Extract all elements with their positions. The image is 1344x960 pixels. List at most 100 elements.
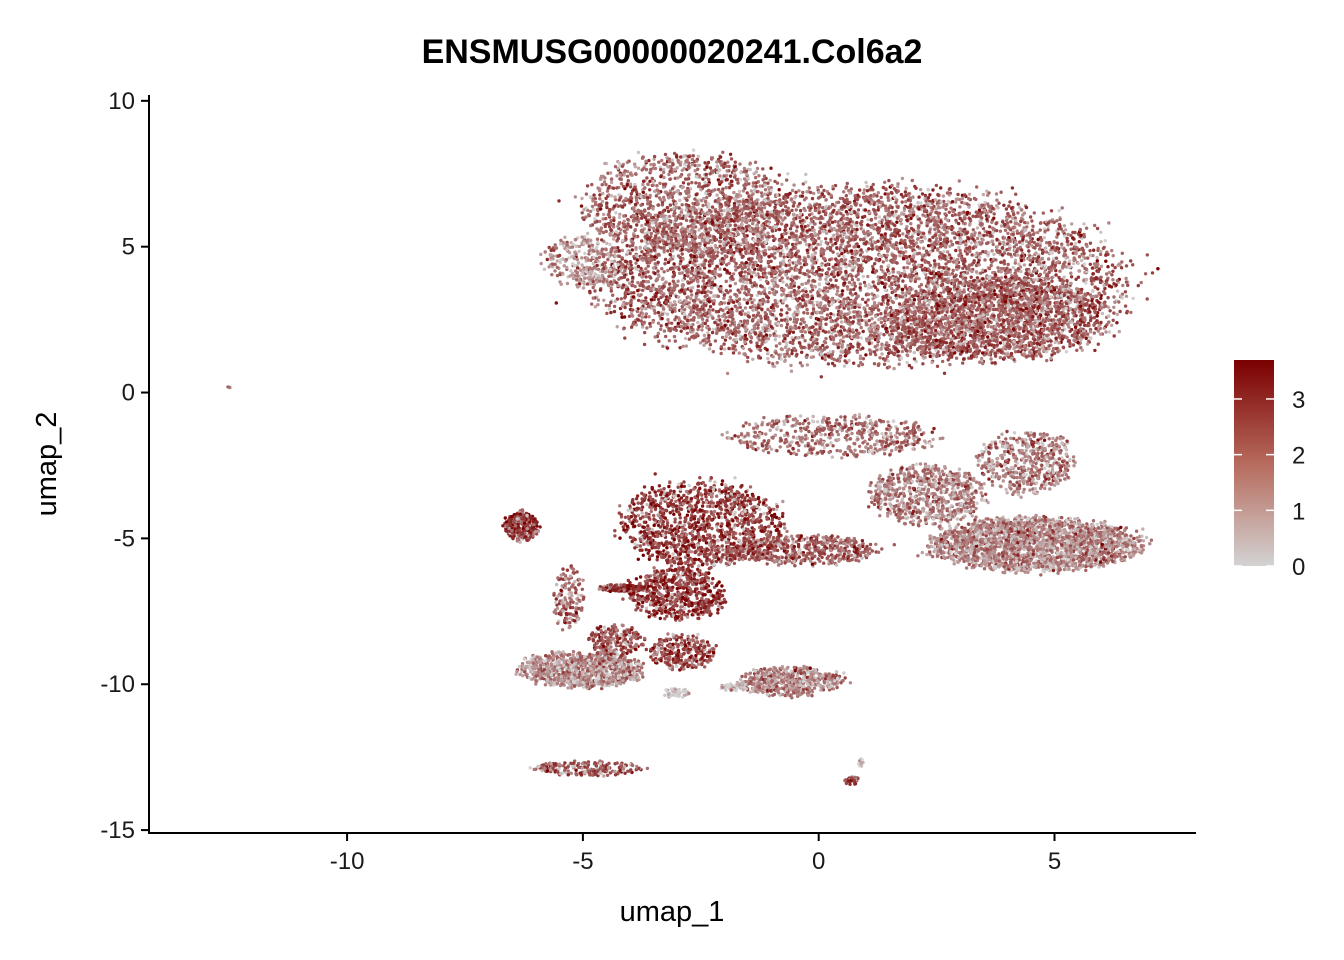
data-point (694, 276, 697, 279)
data-point (903, 206, 906, 209)
data-point (641, 272, 644, 275)
data-point (767, 337, 770, 340)
data-point (873, 362, 876, 365)
data-point (892, 301, 895, 304)
data-point (1063, 234, 1066, 237)
data-point (724, 316, 727, 319)
data-point (911, 207, 914, 210)
data-point (809, 290, 812, 293)
data-point (723, 319, 726, 322)
data-point (625, 302, 628, 305)
data-point (785, 311, 788, 314)
data-point (939, 238, 942, 241)
data-point (663, 262, 666, 265)
data-point (1021, 236, 1024, 239)
data-point (759, 267, 762, 270)
data-point (957, 246, 960, 249)
data-point (879, 347, 882, 350)
data-point (900, 212, 903, 215)
data-point (879, 276, 882, 279)
data-point (1072, 262, 1075, 265)
data-point (724, 307, 727, 310)
data-point (862, 330, 865, 333)
data-point (983, 258, 986, 261)
data-point (847, 351, 850, 354)
data-point (954, 219, 957, 222)
data-point (1110, 249, 1113, 252)
data-point (1125, 295, 1128, 298)
data-point (820, 307, 823, 310)
data-point (901, 177, 904, 180)
data-point (852, 288, 855, 291)
data-point (797, 286, 800, 289)
data-point (1019, 270, 1022, 273)
data-point (750, 301, 753, 304)
data-point (1056, 241, 1059, 244)
data-point (644, 315, 647, 318)
data-point (948, 188, 951, 191)
data-point (913, 185, 916, 188)
data-point (891, 211, 894, 214)
data-point (907, 236, 910, 239)
data-point (738, 291, 741, 294)
data-point (669, 301, 672, 304)
data-point (1091, 266, 1094, 269)
data-point (788, 354, 791, 357)
data-point (1110, 273, 1113, 276)
data-point (731, 254, 734, 257)
data-point (1119, 294, 1122, 297)
data-point (1072, 259, 1075, 262)
data-point (618, 255, 621, 258)
data-point (1099, 250, 1102, 253)
data-point (882, 260, 885, 263)
data-point (817, 191, 820, 194)
data-point (754, 323, 757, 326)
data-point (936, 365, 939, 368)
data-point (634, 285, 637, 288)
data-point (871, 324, 874, 327)
data-point (744, 306, 747, 309)
data-point (682, 345, 685, 348)
data-point (855, 224, 858, 227)
data-point (623, 230, 626, 233)
data-point (894, 289, 897, 292)
data-point (804, 196, 807, 199)
data-point (856, 235, 859, 238)
data-point (673, 300, 676, 303)
data-point (814, 322, 817, 325)
data-point (921, 362, 924, 365)
data-point (1014, 272, 1017, 275)
data-point (741, 256, 744, 259)
data-point (1101, 312, 1104, 315)
data-point (919, 201, 922, 204)
data-point (641, 325, 644, 328)
data-point (915, 241, 918, 244)
data-point (917, 207, 920, 210)
data-point (782, 195, 785, 198)
data-point (605, 304, 608, 307)
data-point (776, 250, 779, 253)
data-point (811, 266, 814, 269)
data-point (804, 287, 807, 290)
data-point (689, 271, 692, 274)
data-point (712, 328, 715, 331)
data-point (966, 252, 969, 255)
data-point (1070, 242, 1073, 245)
data-point (822, 230, 825, 233)
data-point (911, 335, 914, 338)
data-point (804, 282, 807, 285)
data-point (735, 338, 738, 341)
data-point (834, 263, 837, 266)
data-point (840, 262, 843, 265)
data-point (944, 245, 947, 248)
data-point (1096, 259, 1099, 262)
data-point (946, 191, 949, 194)
data-point (871, 297, 874, 300)
data-point (608, 307, 611, 310)
data-point (826, 263, 829, 266)
data-point (620, 312, 623, 315)
data-point (770, 325, 773, 328)
data-point (872, 194, 875, 197)
data-point (789, 227, 792, 230)
data-point (790, 352, 793, 355)
